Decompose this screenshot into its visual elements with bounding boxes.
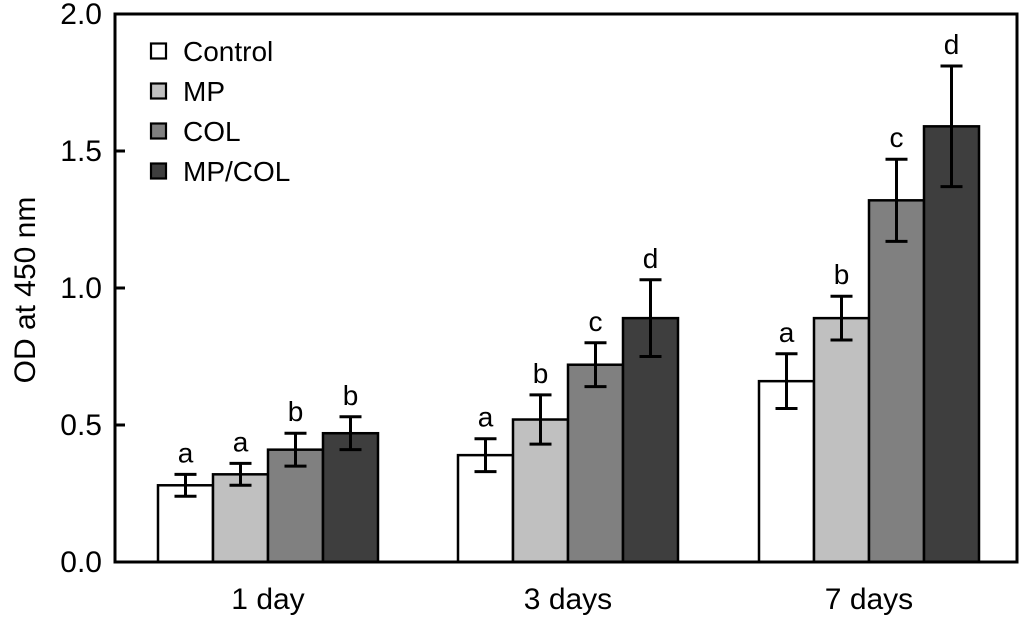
error-bar-mp-7-days xyxy=(830,294,853,342)
legend-swatch-control xyxy=(149,42,168,60)
x-category-label-3-days: 3 days xyxy=(524,583,612,616)
error-bar-control-7-days xyxy=(775,352,798,411)
legend-swatch-mp xyxy=(149,82,168,100)
sig-letter-control-1-day: a xyxy=(178,437,194,468)
error-bar-mp-3-days xyxy=(529,393,552,446)
bar-mp-col-7-days xyxy=(922,125,981,564)
legend-swatch-mp-col xyxy=(149,162,168,180)
bar-col-3-days xyxy=(566,363,625,564)
sig-letter-control-7-days: a xyxy=(779,317,795,348)
legend-item-control: Control xyxy=(149,36,273,67)
error-bar-col-1-day xyxy=(284,431,307,468)
x-category-label-7-days: 7 days xyxy=(825,583,913,616)
error-bar-col-3-days xyxy=(584,341,607,389)
legend-item-mp-col: MP/COL xyxy=(149,156,290,187)
error-bar-mp-col-3-days xyxy=(639,278,662,358)
legend-label-mp: MP xyxy=(183,76,225,107)
legend-item-mp: MP xyxy=(149,76,225,107)
bar-col-7-days xyxy=(867,199,926,564)
sig-letter-control-3-days: a xyxy=(478,402,494,433)
legend-label-control: Control xyxy=(183,36,273,67)
sig-letter-mp-3-days: b xyxy=(533,358,549,389)
bar-control-1-day xyxy=(156,484,215,564)
legend-label-col: COL xyxy=(183,116,241,147)
sig-letter-mp-1-day: a xyxy=(233,426,249,457)
error-bar-control-1-day xyxy=(174,472,197,498)
plot-frame xyxy=(113,12,1019,564)
y-tick-label-1-0: 1.0 xyxy=(60,272,102,305)
error-bar-mp-1-day xyxy=(229,461,252,487)
sig-letter-mp-col-7-days: d xyxy=(944,29,960,60)
legend-item-col: COL xyxy=(149,116,241,147)
sig-letter-mp-7-days: b xyxy=(834,259,850,290)
error-bar-mp-col-1-day xyxy=(339,415,362,452)
bar-mp-7-days xyxy=(812,316,871,564)
sig-letter-col-1-day: b xyxy=(288,396,304,427)
error-bar-col-7-days xyxy=(885,157,908,243)
sig-letter-col-3-days: c xyxy=(589,306,603,337)
legend-label-mp-col: MP/COL xyxy=(183,156,290,187)
bar-mp-1-day xyxy=(211,473,270,564)
bar-mp-col-1-day xyxy=(321,431,380,564)
y-axis-title: OD at 450 nm xyxy=(9,196,42,384)
error-bar-mp-col-7-days xyxy=(940,64,963,189)
x-category-label-1-day: 1 day xyxy=(231,583,304,616)
legend-swatch-col xyxy=(149,122,168,140)
sig-letter-col-7-days: c xyxy=(890,122,904,153)
error-bar-control-3-days xyxy=(474,437,497,474)
sig-letter-mp-col-3-days: d xyxy=(643,243,659,274)
y-tick-label-0-5: 0.5 xyxy=(60,409,102,442)
y-tick-label-2-0: 2.0 xyxy=(60,0,102,31)
y-tick-label-1-5: 1.5 xyxy=(60,135,102,168)
sig-letter-mp-col-1-day: b xyxy=(343,380,359,411)
y-tick-label-0-0: 0.0 xyxy=(60,546,102,579)
